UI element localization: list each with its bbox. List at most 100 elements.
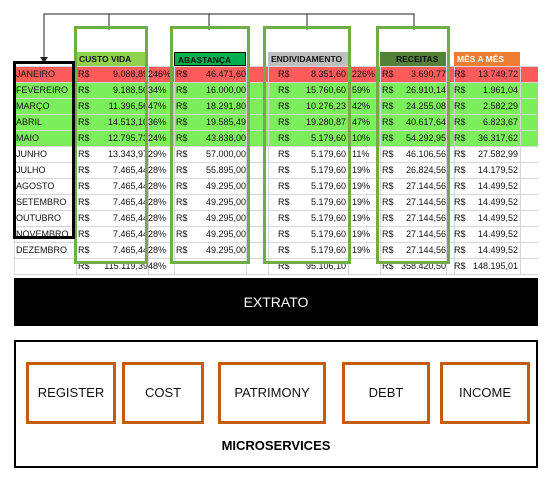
currency-symbol: R$	[176, 133, 188, 143]
cell-abast: 16.000,00	[205, 85, 246, 95]
cell-pct1: 34%	[148, 85, 167, 95]
gridline-h	[14, 130, 538, 131]
cell-receita: 40.617,64	[405, 117, 446, 127]
header-receitas: RECEITAS	[380, 52, 446, 66]
cell-custo: 13.343,97	[107, 149, 148, 159]
cell-receita: 3.690,77	[410, 69, 446, 79]
cell-month: NOVEMBRO	[16, 229, 69, 239]
cell-pct1: 29%	[148, 149, 167, 159]
header-abastanca: ABASTANÇA	[174, 52, 246, 66]
cell-pct2: 19%	[352, 165, 371, 175]
currency-symbol: R$	[454, 149, 466, 159]
cell-pct1: 47%	[148, 101, 167, 111]
currency-symbol: R$	[78, 101, 90, 111]
currency-symbol: R$	[382, 165, 394, 175]
currency-symbol: R$	[176, 229, 188, 239]
cell-mes: 14.499,52	[477, 229, 518, 239]
cell-pct2: 19%	[352, 213, 371, 223]
currency-symbol: R$	[454, 245, 466, 255]
currency-symbol: R$	[78, 117, 90, 127]
currency-symbol: R$	[78, 229, 90, 239]
cell-receita: 24.255,08	[405, 101, 446, 111]
gridline-h	[14, 194, 538, 195]
total-custo: 115.119,39	[104, 261, 148, 271]
currency-symbol: R$	[454, 101, 466, 111]
currency-symbol: R$	[78, 213, 90, 223]
currency-symbol: R$	[382, 181, 394, 191]
currency-symbol: R$	[454, 261, 466, 271]
cell-receita: 27.144,56	[405, 245, 446, 255]
microservices-label: MICROSERVICES	[221, 438, 331, 453]
cell-month: JULHO	[16, 165, 46, 175]
currency-symbol: R$	[382, 101, 394, 111]
currency-symbol: R$	[278, 181, 290, 191]
currency-symbol: R$	[78, 69, 90, 79]
gridline-v	[380, 66, 381, 274]
cell-month: MARÇO	[16, 101, 50, 111]
cell-abast: 49.295,00	[205, 213, 246, 223]
cell-abast: 57.000,00	[205, 149, 246, 159]
cell-receita: 26.910,14	[405, 85, 446, 95]
group-box-abastanca	[170, 26, 250, 264]
currency-symbol: R$	[454, 165, 466, 175]
currency-symbol: R$	[278, 149, 290, 159]
cell-pct2: 42%	[352, 101, 371, 111]
cell-month: OUTUBRO	[16, 213, 61, 223]
currency-symbol: R$	[454, 181, 466, 191]
gridline-h	[14, 66, 538, 67]
currency-symbol: R$	[382, 85, 394, 95]
currency-symbol: R$	[176, 117, 188, 127]
currency-symbol: R$	[176, 213, 188, 223]
cell-pct1: 24%	[148, 133, 167, 143]
cell-receita: 27.144,56	[405, 197, 446, 207]
cell-mes: 2.582,29	[482, 101, 518, 111]
currency-symbol: R$	[454, 133, 466, 143]
currency-symbol: R$	[278, 69, 290, 79]
cell-pct2: 19%	[352, 245, 371, 255]
cell-abast: 55.895,00	[205, 165, 246, 175]
cell-pct1: 246%	[148, 69, 172, 79]
currency-symbol: R$	[78, 85, 90, 95]
currency-symbol: R$	[78, 149, 90, 159]
gridline-h	[14, 258, 538, 259]
currency-symbol: R$	[278, 261, 290, 271]
cell-custo: 9.188,50	[112, 85, 148, 95]
cell-endiv: 5.179,60	[310, 229, 346, 239]
cell-mes: 14.499,52	[477, 197, 518, 207]
cell-month: SETEMBRO	[16, 197, 67, 207]
cell-abast: 49.295,00	[205, 245, 246, 255]
service-cost: COST	[122, 362, 204, 424]
cell-receita: 27.144,56	[405, 213, 446, 223]
cell-pct2: 10%	[352, 133, 371, 143]
cell-endiv: 5.179,60	[310, 165, 346, 175]
cell-endiv: 10.276,23	[305, 101, 346, 111]
microservices-container: REGISTER COST PATRIMONY DEBT INCOME MICR…	[14, 340, 538, 468]
cell-mes: 6.823,67	[482, 117, 518, 127]
currency-symbol: R$	[454, 229, 466, 239]
currency-symbol: R$	[382, 229, 394, 239]
cell-endiv: 15.760,60	[305, 85, 346, 95]
group-box-receitas	[376, 26, 450, 264]
gridline-h	[14, 98, 538, 99]
cell-month: AGOSTO	[16, 181, 55, 191]
currency-symbol: R$	[176, 181, 188, 191]
cell-pct1: 28%	[148, 165, 167, 175]
currency-symbol: R$	[278, 133, 290, 143]
extrato-bar: EXTRATO	[14, 278, 538, 326]
service-patrimony: PATRIMONY	[218, 362, 326, 424]
cell-pct2: 226%	[352, 69, 376, 79]
cell-pct1: 36%	[148, 117, 167, 127]
cell-pct2: 11%	[352, 149, 370, 159]
gridline-h	[14, 274, 538, 275]
currency-symbol: R$	[176, 165, 188, 175]
cell-mes: 14.179,52	[477, 165, 518, 175]
currency-symbol: R$	[454, 117, 466, 127]
currency-symbol: R$	[78, 181, 90, 191]
cell-month: FEVEREIRO	[16, 85, 69, 95]
cell-pct2: 59%	[352, 85, 371, 95]
currency-symbol: R$	[382, 149, 394, 159]
cell-custo: 12.795,73	[107, 133, 148, 143]
currency-symbol: R$	[382, 261, 394, 271]
cell-endiv: 8.351,60	[310, 69, 346, 79]
currency-symbol: R$	[278, 85, 290, 95]
